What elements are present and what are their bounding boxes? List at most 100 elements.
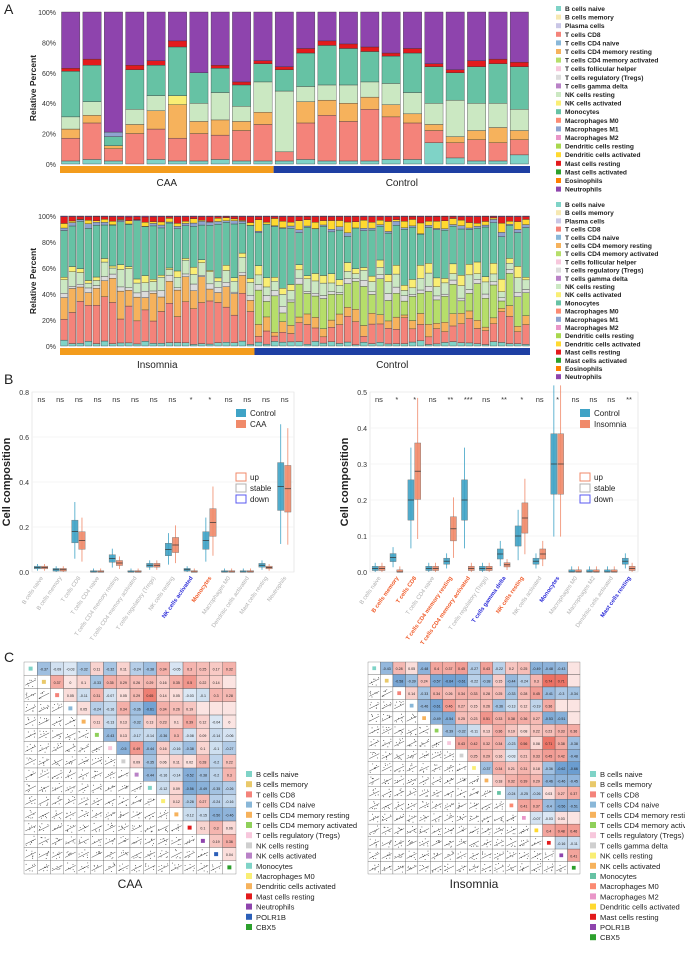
scatter-point: [452, 827, 454, 829]
scatter-point: [409, 790, 411, 792]
bar-segment-neutrophils: [104, 11, 123, 133]
scatter-point: [446, 803, 448, 805]
bar-segment-mast-cells-resting: [246, 216, 255, 223]
scatter-cell: [480, 848, 493, 862]
bar-segment-monocytes: [141, 226, 149, 276]
corr-value: 0.34: [458, 692, 465, 696]
scatter-point: [486, 839, 488, 841]
legend-swatch-neutrophils: [556, 186, 561, 192]
scatter-point: [140, 843, 142, 845]
scatter-cell: [37, 807, 51, 822]
bar-segment-t-cells-cd4-memory-resting: [238, 275, 246, 294]
scatter-fit-line: [468, 865, 480, 872]
corr-value: 0.1: [200, 747, 205, 751]
legend-swatch-eosinophils: [556, 178, 561, 183]
scatter-point: [386, 820, 387, 821]
bar-segment-neutrophils: [232, 11, 251, 83]
scatter-cell: [517, 836, 531, 850]
scatter-point: [46, 796, 47, 798]
bar-segment-nk-cells-resting: [181, 260, 190, 275]
scatter-point: [161, 865, 163, 866]
scatter-point: [424, 820, 426, 822]
bar-segment-monocytes: [335, 229, 344, 280]
bar-segment-t-cells-cd8: [425, 336, 433, 345]
scatter-fit-line: [518, 865, 529, 872]
scatter-point: [121, 863, 123, 865]
bar-segment-neutrophils: [60, 215, 68, 217]
scatter-cell: [380, 724, 394, 737]
bar-segment-t-cells-cd8: [497, 311, 506, 343]
bar-segment-t-cells-cd8: [449, 325, 457, 342]
bar-segment-b-cells-naive: [262, 343, 271, 347]
scatter-point: [399, 740, 401, 741]
scatter-point: [412, 821, 414, 823]
bar-segment-t-cells-regulatory-tregs: [133, 292, 141, 298]
scatter-point: [423, 771, 424, 773]
corr-value: 0.25: [199, 668, 206, 672]
scatter-point: [53, 704, 55, 706]
scatter-fit-line: [531, 853, 542, 859]
bar-segment-neutrophils: [449, 215, 457, 217]
scatter-cell: [392, 836, 406, 850]
scatter-fit-line: [91, 785, 103, 792]
scatter-point: [369, 838, 371, 840]
scatter-point: [369, 851, 371, 853]
scatter-point: [421, 767, 423, 769]
scatter-cell: [480, 811, 493, 825]
scatter-point: [376, 825, 378, 827]
bar-segment-neutrophils: [514, 215, 522, 217]
legend-swatch-t-cells-cd8: [556, 226, 561, 232]
bar-segment-t-cells-regulatory-tregs: [279, 306, 287, 314]
scatter-point: [394, 780, 396, 782]
scatter-fit-line: [394, 815, 405, 822]
bar-segment-b-cells-naive: [84, 341, 93, 347]
corr-value: 0.09: [133, 760, 140, 764]
bar-segment-dendritic-cells-activated: [392, 219, 400, 222]
corr-value: 0.09: [199, 734, 206, 738]
scatter-point: [450, 765, 452, 767]
bar-segment-neutrophils: [168, 11, 187, 42]
scatter-point: [119, 816, 121, 818]
scatter-cell: [143, 847, 157, 861]
scatter-fit-line: [117, 825, 129, 832]
scatter-point: [45, 737, 47, 738]
bar-segment-t-cells-cd8: [400, 317, 409, 344]
bar-segment-mast-cells-resting: [352, 216, 360, 222]
scatter-point: [481, 828, 483, 830]
scatter-point: [371, 714, 373, 715]
corr-value: -0.06: [225, 734, 233, 738]
bar-segment-nk-cells-resting: [368, 281, 376, 292]
bar-segment-neutrophils: [82, 11, 102, 60]
bar-segment-b-cells-naive: [441, 342, 449, 347]
bar-segment-neutrophils: [489, 215, 498, 217]
bar-segment-t-cells-regulatory-tregs: [481, 293, 490, 299]
scatter-point: [52, 777, 54, 779]
significance-macrophages-m0: ns: [225, 395, 233, 404]
corr-value: 0.11: [120, 668, 127, 672]
scatter-fit-line: [369, 803, 380, 809]
scatter-point: [419, 864, 421, 866]
legend-label-t-cells-cd4-naive: T cells CD4 naive: [565, 40, 620, 47]
legend-label-t-cells-cd4-memory-resting: T cells CD4 memory resting: [256, 811, 350, 820]
legend-label-stable: stable: [250, 484, 272, 493]
scatter-point: [43, 706, 45, 708]
bar-segment-monocytes: [467, 66, 486, 104]
scatter-fit-line: [38, 745, 50, 752]
bar-segment-neutrophils: [173, 215, 182, 217]
bar-segment-mast-cells-resting: [473, 216, 481, 224]
legend-swatch-t-cells-cd4-naive: [556, 234, 561, 240]
significance-t-cells-cd4-memory-resting: ns: [112, 395, 120, 404]
bar-segment-t-cells-regulatory-tregs: [319, 295, 328, 299]
bar-segment-b-cells-naive: [189, 160, 209, 165]
scatter-cell: [50, 754, 64, 769]
scatter-cell: [143, 794, 157, 808]
scatter-point: [451, 850, 453, 852]
corr-value: 0.13: [120, 721, 127, 725]
scatter-fit-line: [369, 828, 380, 834]
legend-label-cbx5: CBX5: [256, 923, 276, 932]
scatter-point: [376, 804, 378, 806]
scatter-point: [43, 764, 45, 766]
scatter-point: [31, 750, 33, 752]
scatter-point: [73, 719, 74, 721]
